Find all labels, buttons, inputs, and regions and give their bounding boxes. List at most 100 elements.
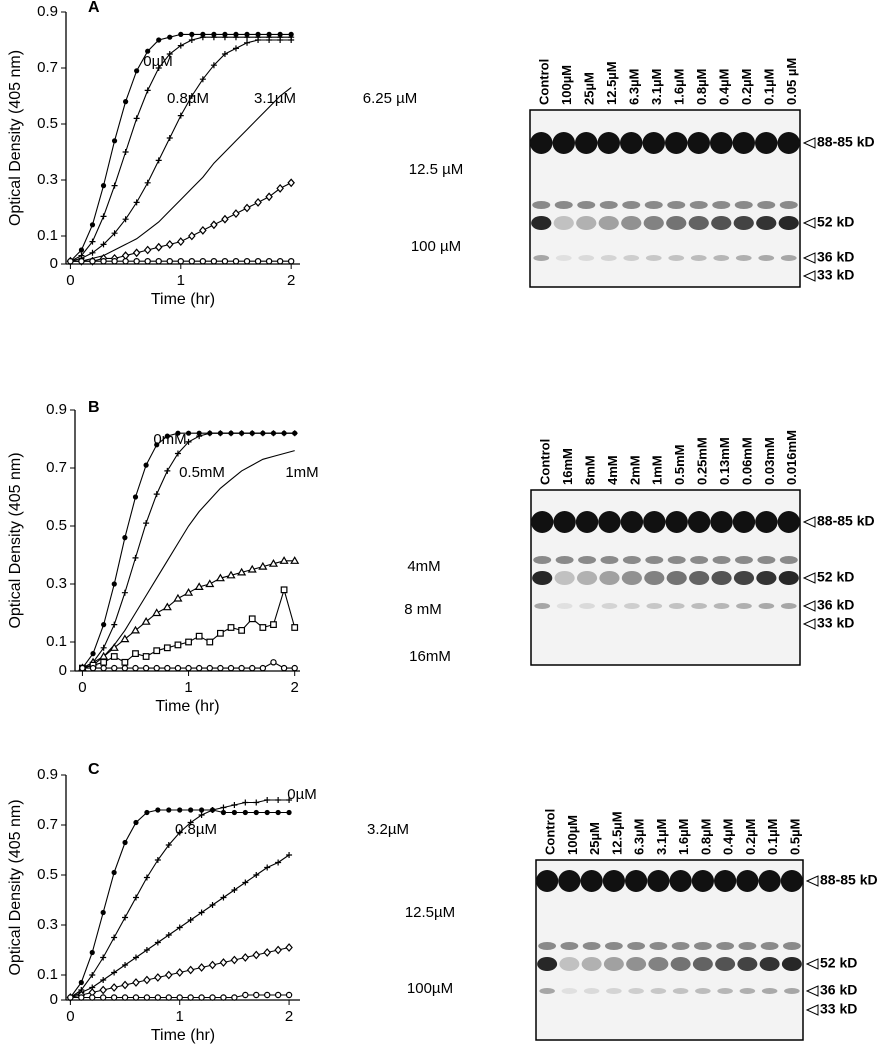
marker bbox=[89, 249, 96, 256]
marker bbox=[110, 983, 118, 992]
marker bbox=[195, 664, 203, 672]
gel-band bbox=[758, 255, 775, 261]
marker bbox=[111, 138, 118, 144]
marker bbox=[268, 559, 279, 567]
band-arrow bbox=[802, 270, 816, 282]
marker bbox=[291, 664, 298, 672]
gel-band bbox=[690, 556, 709, 564]
gel-band bbox=[736, 603, 752, 609]
gel-band bbox=[538, 942, 557, 950]
y-tick-label: 0.9 bbox=[37, 3, 58, 20]
x-tick-label: 1 bbox=[184, 679, 192, 696]
gel-band bbox=[532, 201, 551, 209]
marker bbox=[187, 994, 194, 1001]
gel-band bbox=[738, 942, 757, 950]
marker bbox=[122, 839, 128, 846]
marker bbox=[132, 954, 139, 961]
gel-band bbox=[537, 957, 558, 971]
gel-band bbox=[576, 216, 597, 230]
gel-band bbox=[624, 603, 640, 609]
marker bbox=[286, 797, 293, 803]
gel-band bbox=[621, 216, 642, 230]
gel-band bbox=[600, 255, 617, 261]
marker bbox=[226, 570, 236, 579]
lane-label: 1mM bbox=[650, 455, 665, 485]
marker bbox=[141, 617, 151, 625]
marker bbox=[217, 430, 224, 437]
series-label: 3.2µM bbox=[367, 821, 409, 838]
lane-label: 16mM bbox=[560, 448, 575, 485]
marker bbox=[122, 149, 129, 155]
panel-label: C bbox=[88, 761, 100, 778]
marker bbox=[244, 34, 251, 41]
marker bbox=[275, 859, 282, 866]
lane-label: 0.2µM bbox=[743, 819, 758, 855]
marker bbox=[248, 615, 256, 623]
gel-band bbox=[554, 201, 573, 209]
marker bbox=[132, 494, 139, 500]
series-label: 6.25 µM bbox=[363, 90, 418, 107]
marker bbox=[237, 567, 247, 576]
marker bbox=[185, 430, 192, 436]
marker bbox=[154, 857, 161, 863]
marker bbox=[99, 985, 107, 995]
marker bbox=[221, 214, 229, 224]
marker bbox=[265, 192, 273, 202]
marker bbox=[199, 34, 206, 41]
marker bbox=[110, 653, 118, 660]
marker bbox=[155, 157, 162, 164]
marker bbox=[133, 819, 139, 826]
gel-band bbox=[622, 556, 641, 564]
marker bbox=[177, 807, 183, 813]
gel-band bbox=[554, 571, 575, 585]
gel-band bbox=[553, 216, 574, 230]
marker bbox=[263, 991, 271, 999]
marker bbox=[227, 624, 235, 631]
series-line bbox=[70, 39, 292, 262]
x-tick-label: 2 bbox=[287, 272, 295, 289]
marker bbox=[285, 943, 293, 952]
marker bbox=[253, 799, 260, 806]
marker bbox=[174, 664, 182, 672]
y-tick-label: 0.5 bbox=[37, 115, 58, 132]
gel-band bbox=[779, 201, 798, 209]
marker bbox=[143, 994, 151, 1001]
marker bbox=[122, 535, 128, 541]
gel-band bbox=[758, 870, 781, 892]
marker bbox=[254, 258, 262, 265]
marker bbox=[175, 968, 184, 977]
marker bbox=[270, 659, 277, 666]
gel-band bbox=[690, 255, 707, 261]
gel-band bbox=[717, 988, 733, 994]
marker bbox=[253, 872, 260, 878]
lane-label: Control bbox=[538, 439, 553, 485]
lane-label: 0.25mM bbox=[695, 437, 710, 485]
marker bbox=[244, 39, 251, 46]
marker bbox=[259, 664, 267, 672]
gel-band bbox=[782, 942, 801, 950]
gel-band bbox=[711, 216, 732, 230]
gel-band bbox=[530, 132, 553, 154]
marker bbox=[165, 842, 172, 848]
marker bbox=[175, 430, 181, 436]
marker bbox=[167, 34, 173, 40]
marker bbox=[206, 638, 214, 646]
marker bbox=[111, 664, 118, 672]
series-line bbox=[82, 450, 295, 669]
gel-band bbox=[620, 132, 643, 154]
marker bbox=[154, 442, 160, 448]
marker bbox=[270, 430, 277, 437]
band-arrow bbox=[805, 1004, 819, 1016]
marker bbox=[144, 258, 151, 265]
marker bbox=[254, 197, 262, 207]
marker bbox=[134, 68, 140, 74]
marker bbox=[232, 258, 240, 265]
marker bbox=[100, 977, 107, 983]
gel-band bbox=[781, 957, 802, 971]
gel-band bbox=[643, 216, 664, 230]
series-label: 8 mM bbox=[404, 601, 442, 618]
marker bbox=[111, 581, 117, 587]
marker bbox=[255, 37, 262, 43]
series-label: 0.8µM bbox=[167, 90, 209, 107]
lane-label: 6.3µM bbox=[627, 69, 642, 105]
